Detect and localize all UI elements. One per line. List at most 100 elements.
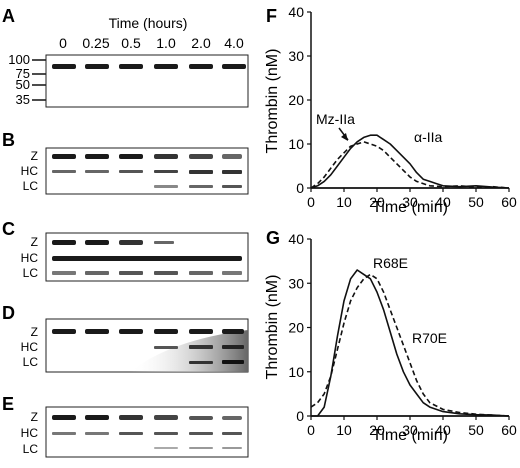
- blot-e-band: [85, 432, 109, 435]
- blot-d-smear: [130, 330, 248, 372]
- chart-g-y-tick-label: 40: [288, 231, 304, 247]
- blot-d-band: [222, 345, 244, 349]
- blot-a-band: [119, 64, 143, 69]
- blot-b-band: [119, 154, 143, 159]
- chart-g-x-tick-label: 60: [501, 422, 517, 438]
- panel-b-label: B: [2, 130, 15, 150]
- chart-g-y-tick-label: 30: [288, 275, 304, 291]
- blot-d-band: [52, 329, 76, 334]
- chart-f-x-tick-label: 40: [435, 194, 451, 210]
- chart-f-x-tick-label: 60: [501, 194, 517, 210]
- blot-a-bands: [52, 64, 246, 69]
- blot-c-band: [222, 271, 242, 275]
- blot-c-band: [52, 256, 242, 261]
- chart-g-ylabel: Thrombin (nM): [264, 275, 281, 380]
- time-point-5: 4.0: [224, 35, 244, 51]
- panel-d-label: D: [2, 303, 15, 323]
- blot-b-band: [222, 170, 242, 174]
- blot-a-band: [189, 64, 213, 69]
- chart-f-x-tick-label: 20: [369, 194, 385, 210]
- blot-b-band: [154, 185, 178, 188]
- blot-e-band: [119, 432, 143, 435]
- blot-c-band: [119, 271, 143, 275]
- blot-d-band: [154, 329, 178, 334]
- blot-b-band: [189, 185, 213, 188]
- chart-f-xlabel: Time (min): [372, 199, 448, 216]
- blot-e-band: [52, 432, 76, 435]
- chart-f-annotation-alpha: α-IIa: [414, 129, 443, 145]
- blot-b-band: [85, 170, 109, 173]
- chart-g: 0 10 20 30 40 0 10 20 30 40 50 60: [288, 231, 517, 438]
- blot-b-band: [52, 170, 76, 173]
- band-label-hc: HC: [21, 426, 39, 440]
- time-point-0: 0: [59, 35, 67, 51]
- marker-50: 50: [16, 77, 30, 92]
- blot-d-band: [85, 329, 109, 334]
- time-point-4: 2.0: [191, 35, 211, 51]
- blot-b-band: [222, 154, 242, 159]
- chart-f-y-tick-label: 40: [288, 4, 304, 20]
- chart-f-x-tick-label: 30: [402, 194, 418, 210]
- blot-d-bands: [52, 329, 244, 364]
- blot-c-band: [85, 240, 109, 245]
- chart-f-series-line-0: [310, 134, 510, 189]
- marker-35: 35: [16, 92, 30, 107]
- blot-b-band: [85, 154, 109, 159]
- band-label-hc: HC: [21, 340, 39, 354]
- band-label-lc: LC: [23, 442, 39, 456]
- band-label-hc: HC: [21, 251, 39, 265]
- band-label-z: Z: [31, 235, 38, 249]
- blot-c-band: [52, 240, 76, 245]
- blot-e-band: [154, 447, 178, 449]
- time-point-2: 0.5: [121, 35, 141, 51]
- blot-d-band: [189, 345, 213, 349]
- blot-c-band: [154, 271, 178, 275]
- chart-f-series-line-1: [310, 141, 510, 189]
- blot-e-bands: [52, 415, 242, 449]
- chart-f-y-tick-label: 30: [288, 48, 304, 64]
- blot-e: [45, 406, 249, 458]
- chart-f: 0 10 20 30 40 0 10 20 30 40 50 60: [288, 4, 517, 210]
- blot-b-band: [154, 154, 178, 159]
- blot-b: [45, 147, 249, 195]
- blot-d-band: [189, 329, 213, 334]
- blot-d-band: [189, 361, 213, 364]
- chart-g-annotation-r70e: R70E: [412, 330, 447, 346]
- blot-d-band: [222, 329, 244, 334]
- chart-g-x-tick-label: 40: [435, 422, 451, 438]
- chart-f-x-tick-label: 50: [468, 194, 484, 210]
- chart-g-series-line-1: [310, 273, 510, 417]
- blot-d-band: [119, 329, 143, 334]
- chart-f-y-tick-label: 0: [296, 180, 304, 196]
- blot-a-band: [85, 64, 109, 69]
- blot-e-band: [189, 432, 213, 435]
- blot-c-band: [52, 271, 76, 275]
- blot-c-band: [154, 241, 174, 244]
- blot-e-band: [189, 416, 213, 420]
- blot-e-band: [222, 416, 242, 420]
- panel-g-label: G: [266, 228, 280, 248]
- blot-c-band: [85, 271, 109, 275]
- chart-g-x-tick-label: 50: [468, 422, 484, 438]
- panel-f-label: F: [266, 6, 277, 26]
- chart-g-series-line-0: [311, 269, 510, 417]
- blot-e-band: [222, 432, 242, 435]
- band-label-lc: LC: [23, 355, 39, 369]
- chart-f-y-tick-label: 10: [288, 136, 304, 152]
- chart-g-annotation-r68e: R68E: [373, 255, 408, 271]
- blot-b-band: [154, 170, 178, 173]
- chart-f-ylabel: Thrombin (nM): [264, 49, 281, 154]
- chart-f-y-tick-label: 20: [288, 92, 304, 108]
- blot-a-band: [154, 64, 178, 69]
- blot-e-band: [154, 415, 178, 420]
- blot-a-band: [52, 64, 76, 69]
- chart-f-annotation-mz: Mz-IIa: [316, 111, 355, 127]
- blot-e-band: [154, 432, 178, 435]
- blot-e-band: [119, 415, 143, 420]
- band-label-lc: LC: [23, 266, 39, 280]
- chart-g-y-tick-label: 20: [288, 320, 304, 336]
- chart-g-xlabel: Time (min): [372, 427, 448, 444]
- band-label-z: Z: [31, 410, 38, 424]
- chart-g-y-tick-label: 0: [296, 408, 304, 424]
